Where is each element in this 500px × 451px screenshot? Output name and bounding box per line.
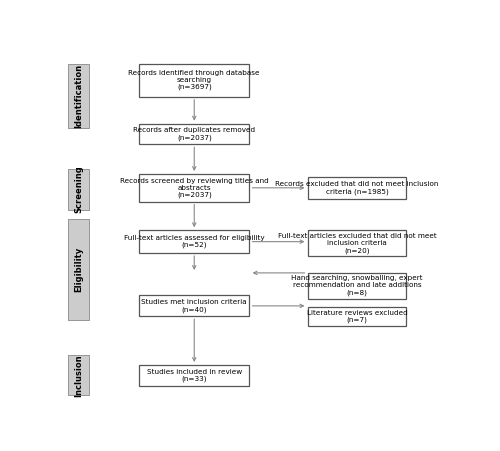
Text: Inclusion: Inclusion <box>74 354 84 397</box>
FancyBboxPatch shape <box>139 295 250 316</box>
FancyBboxPatch shape <box>139 365 250 386</box>
Text: Hand searching, snowballing, expert
recommendation and late additions
(n=8): Hand searching, snowballing, expert reco… <box>291 276 423 296</box>
FancyBboxPatch shape <box>308 176 406 199</box>
Text: Full-text articles assessed for eligibility
(n=52): Full-text articles assessed for eligibil… <box>124 235 264 249</box>
Text: Records identified through database
searching
(n=3697): Records identified through database sear… <box>128 70 260 90</box>
FancyBboxPatch shape <box>68 64 90 128</box>
Text: Screening: Screening <box>74 166 84 213</box>
FancyBboxPatch shape <box>139 64 250 97</box>
FancyBboxPatch shape <box>308 230 406 257</box>
Text: Records excluded that did not meet inclusion
criteria (n=1985): Records excluded that did not meet inclu… <box>276 181 438 194</box>
FancyBboxPatch shape <box>139 124 250 144</box>
FancyBboxPatch shape <box>139 230 250 253</box>
Text: Identification: Identification <box>74 64 84 128</box>
Text: Studies met inclusion criteria
(n=40): Studies met inclusion criteria (n=40) <box>142 299 247 313</box>
FancyBboxPatch shape <box>68 169 90 210</box>
FancyBboxPatch shape <box>308 307 406 326</box>
Text: Literature reviews excluded
(n=7): Literature reviews excluded (n=7) <box>306 309 408 323</box>
FancyBboxPatch shape <box>68 355 90 396</box>
FancyBboxPatch shape <box>308 273 406 299</box>
Text: Records after duplicates removed
(n=2037): Records after duplicates removed (n=2037… <box>133 127 256 141</box>
Text: Studies included in review
(n=33): Studies included in review (n=33) <box>146 368 242 382</box>
Text: Full-text articles excluded that did not meet
inclusion criteria
(n=20): Full-text articles excluded that did not… <box>278 233 436 253</box>
Text: Eligibility: Eligibility <box>74 247 84 292</box>
Text: Records screened by reviewing titles and
abstracts
(n=2037): Records screened by reviewing titles and… <box>120 178 268 198</box>
FancyBboxPatch shape <box>139 174 250 202</box>
FancyBboxPatch shape <box>68 219 90 320</box>
